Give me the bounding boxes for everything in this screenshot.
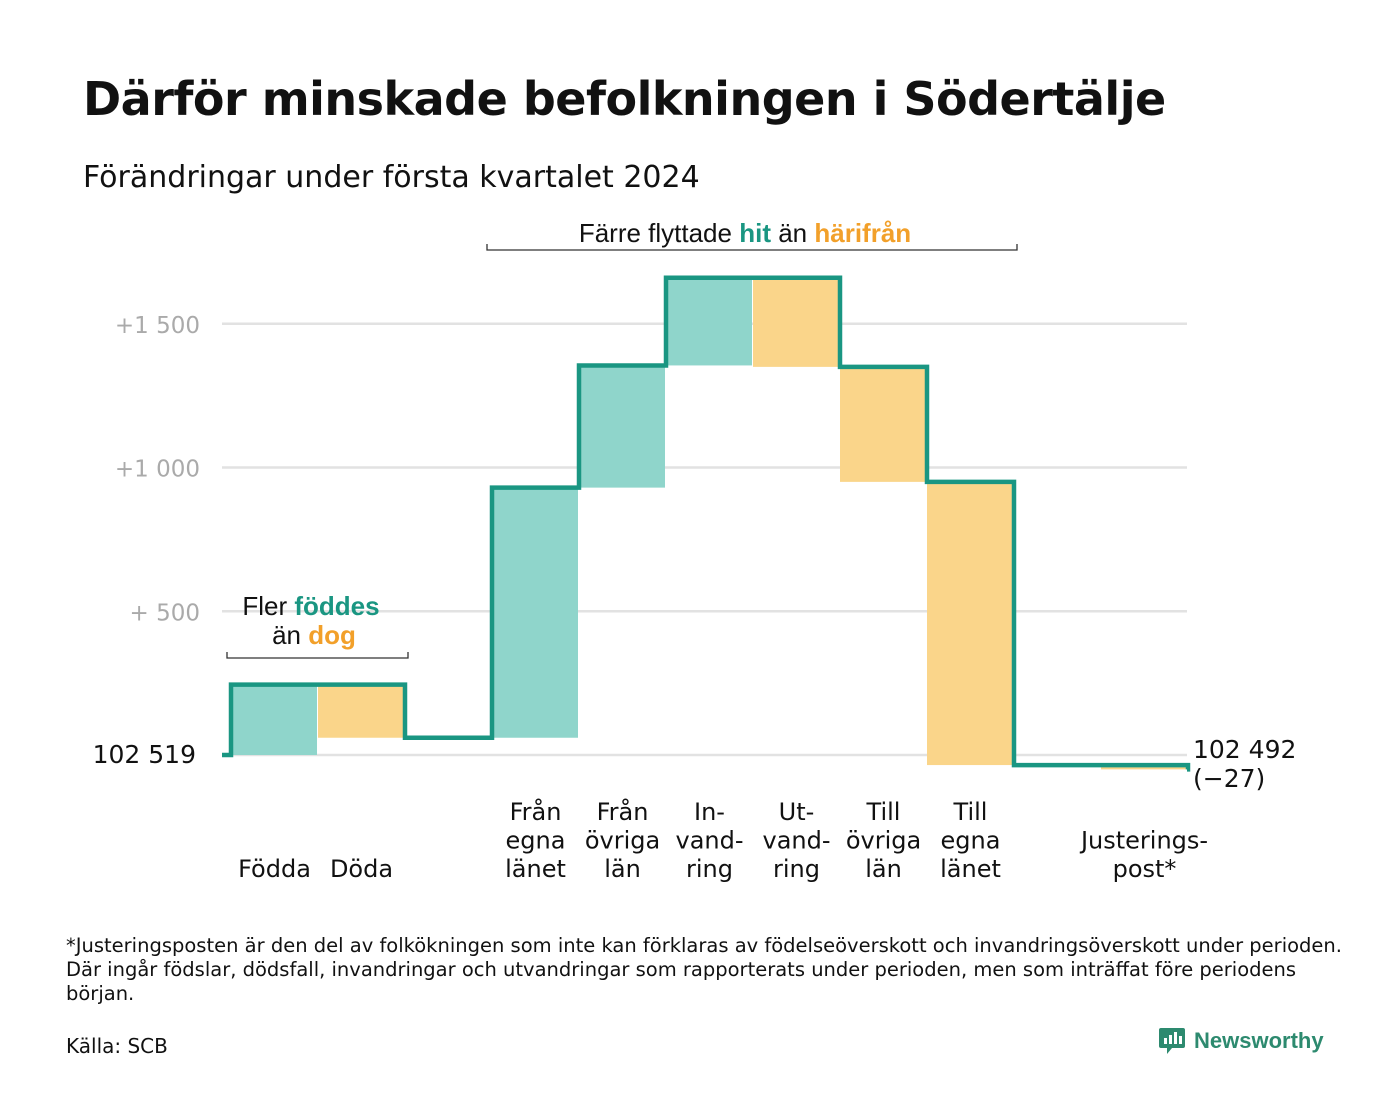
category-label: In-: [694, 798, 725, 826]
left-annotation-bracket: [226, 652, 409, 659]
y-tick-label: +1 500: [115, 313, 200, 339]
category-label: län: [865, 855, 902, 883]
category-label: Till: [953, 798, 988, 826]
start-value-label: 102 519: [93, 740, 196, 769]
waterfall-bar: [492, 487, 578, 738]
category-label: länet: [940, 855, 1001, 883]
y-tick-label: +1 000: [115, 457, 200, 483]
end-value-label: 102 492: [1193, 735, 1296, 764]
category-label: ring: [686, 855, 733, 883]
category-label: ring: [773, 855, 820, 883]
end-change-label: (−27): [1193, 764, 1265, 793]
waterfall-bar: [318, 684, 404, 738]
waterfall-chart: + 500+1 000+1 500 Födda DödaFrånegnalänet…: [93, 218, 1297, 883]
category-label: Justerings-: [1079, 827, 1208, 855]
category-label: egna: [506, 827, 566, 855]
waterfall-bar: [840, 366, 926, 482]
category-label: Från: [510, 797, 562, 826]
chart-title: Därför minskade befolkningen i Södertälj…: [83, 72, 1166, 126]
left-annotation-line2: än dog: [272, 620, 356, 650]
waterfall-bar: [927, 481, 1013, 766]
waterfall-bar: [231, 684, 317, 755]
category-label: post*: [1113, 855, 1177, 883]
category-label: övriga: [846, 827, 921, 855]
footnote: *Justeringsposten är den del av folkökni…: [66, 934, 1342, 1005]
left-annotation-line1: Fler föddes: [242, 591, 379, 621]
category-label: vand-: [675, 827, 743, 855]
category-label: Från: [597, 797, 649, 826]
category-label: Födda: [238, 855, 311, 883]
source-note: Källa: SCB: [66, 1034, 168, 1058]
waterfall-bar: [753, 277, 839, 367]
top-annotation: Färre flyttade hit än härifrån: [579, 218, 911, 248]
brand-name: Newsworthy: [1194, 1028, 1324, 1053]
waterfall-bar: [579, 365, 665, 488]
chart-subtitle: Förändringar under första kvartalet 2024: [83, 160, 700, 195]
category-label: övriga: [585, 827, 660, 855]
newsworthy-logo: Newsworthy: [1158, 1026, 1324, 1056]
newsworthy-logo-icon: [1159, 1028, 1185, 1054]
category-label: län: [604, 855, 641, 883]
category-label: länet: [505, 855, 566, 883]
top-annotation-bracket: [486, 244, 1018, 251]
category-label: Till: [866, 798, 901, 826]
y-tick-label: + 500: [130, 600, 200, 626]
category-label: egna: [941, 827, 1001, 855]
category-label: Ut-: [779, 798, 815, 826]
category-label: vand-: [762, 827, 830, 855]
category-label: Döda: [330, 855, 393, 883]
cumulative-step-line: [222, 275, 1191, 772]
waterfall-bar: [666, 277, 752, 366]
